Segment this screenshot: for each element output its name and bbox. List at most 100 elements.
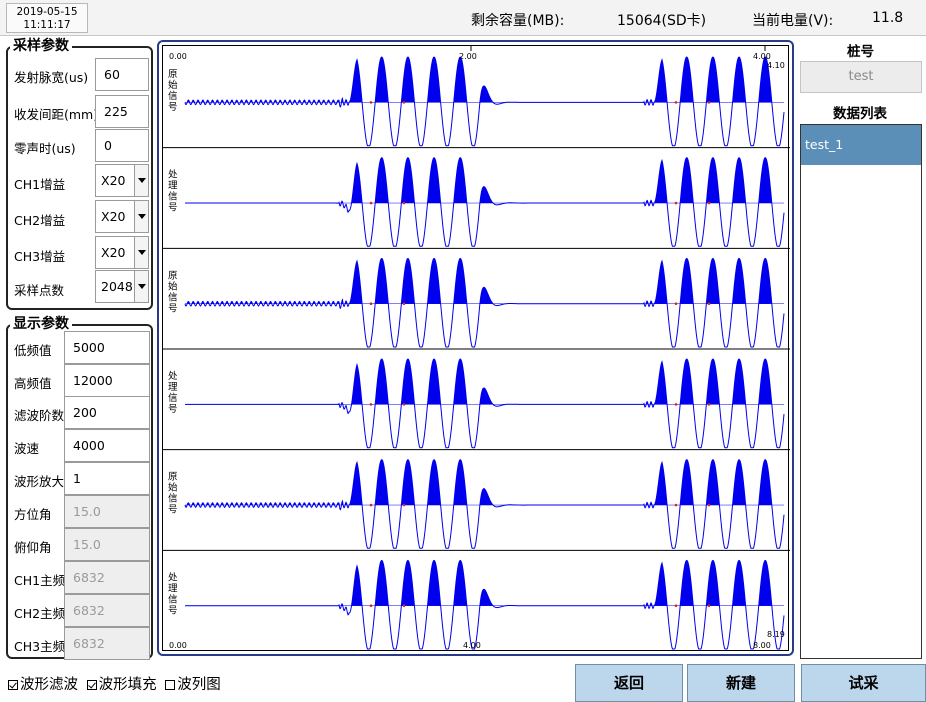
pick-marker: [674, 403, 678, 406]
display-params-title: 显示参数: [10, 317, 72, 337]
azimuth-label: 方位角: [14, 507, 52, 522]
pick-marker: [707, 604, 711, 607]
channel-label-char: 原: [168, 69, 178, 80]
filter-checkbox-label: 波形滤波: [20, 677, 78, 693]
pulse-width-field[interactable]: 60: [95, 58, 149, 91]
low-freq-label: 低频值: [14, 343, 52, 358]
points-select[interactable]: 2048: [95, 270, 149, 303]
pitch-field: 15.0: [64, 528, 150, 561]
channel-label-char: 号: [168, 102, 178, 113]
pick-marker: [402, 101, 406, 104]
wave-speed-label: 波速: [14, 441, 40, 456]
wave-fill: [185, 57, 784, 103]
channel-waveform: [185, 157, 785, 247]
amplify-field[interactable]: 1: [64, 462, 150, 495]
ch1-gain-value: X20: [101, 173, 126, 188]
channel-label-char: 始: [168, 280, 178, 292]
channel-label-char: 理: [168, 181, 178, 192]
ch2-freq-label: CH2主频: [14, 606, 66, 621]
bottom-axis-label-1: 4.00: [463, 641, 481, 650]
channel-label-char: 号: [168, 605, 178, 616]
ch3-gain-value: X20: [101, 245, 126, 260]
bottom-axis-label-0: 0.00: [169, 641, 187, 650]
ch2-gain-value: X20: [101, 209, 126, 224]
channel-waveform: [184, 257, 785, 348]
filter-order-field[interactable]: 200: [64, 396, 150, 429]
channel-label-char: 信: [168, 90, 178, 102]
filter-order-label: 滤波阶数: [14, 408, 65, 423]
filter-checkbox[interactable]: 波形滤波: [8, 677, 78, 693]
pick-marker: [674, 604, 678, 607]
pick-marker: [369, 403, 373, 406]
pile-title: 桩号: [847, 44, 874, 60]
bottom-axis-end-label: 8.19: [767, 630, 785, 639]
data-list[interactable]: test_1: [800, 124, 922, 659]
battery-value: 11.8: [872, 10, 904, 26]
column-checkbox[interactable]: 波列图: [165, 677, 221, 693]
battery-label: 当前电量(V):: [752, 13, 834, 29]
points-label: 采样点数: [14, 283, 65, 298]
checkbox-unchecked-icon: [165, 680, 176, 690]
channel-label-char: 信: [168, 191, 178, 203]
channel-label-char: 号: [168, 203, 178, 214]
wave-fill: [185, 459, 784, 506]
high-freq-label: 高频值: [14, 376, 52, 391]
column-checkbox-label: 波列图: [177, 677, 221, 693]
top-axis-end-label: 4.10: [767, 61, 785, 70]
chevron-down-icon: [134, 271, 148, 302]
channel-label-char: 处: [168, 169, 178, 181]
pick-marker: [369, 503, 373, 507]
points-value: 2048: [101, 279, 133, 294]
pile-field[interactable]: test: [800, 61, 922, 93]
capacity-label: 剩余容量(MB):: [471, 13, 565, 29]
ch1-freq-field: 6832: [64, 561, 150, 594]
low-freq-field[interactable]: 5000: [64, 331, 150, 364]
high-freq-field[interactable]: 12000: [64, 364, 150, 397]
date-text: 2019-05-15: [16, 6, 78, 18]
ch2-gain-select[interactable]: X20: [95, 200, 149, 233]
chevron-down-icon: [134, 201, 148, 232]
pick-marker: [402, 201, 406, 205]
waveform-panel: 原始信号处理信号原始信号处理信号原始信号处理信号 0.00 2.00 4.00 …: [157, 40, 794, 656]
wave-fill: [185, 560, 784, 606]
azimuth-field: 15.0: [64, 495, 150, 528]
spacing-label: 收发间距(mm): [14, 107, 99, 122]
ch3-freq-label: CH3主频: [14, 639, 66, 654]
sampling-params-group: 采样参数: [6, 39, 153, 310]
channel-label-char: 号: [168, 505, 178, 516]
status-bar: 2019-05-15 11:11:17 剩余容量(MB): 15064(SD卡)…: [0, 0, 926, 36]
pick-marker: [674, 101, 678, 104]
wave-speed-field[interactable]: 4000: [64, 429, 150, 462]
new-button[interactable]: 新建: [687, 664, 795, 702]
back-button[interactable]: 返回: [575, 664, 683, 702]
ch3-gain-select[interactable]: X20: [95, 236, 149, 269]
pick-marker: [674, 201, 678, 205]
channel-label-char: 原: [168, 270, 178, 281]
zero-time-label: 零声时(us): [14, 141, 76, 156]
channel-label-char: 处: [168, 370, 178, 382]
time-text: 11:11:17: [23, 19, 71, 31]
pick-marker: [402, 604, 406, 607]
bottom-axis-label-2: 8.00: [753, 641, 771, 650]
ch1-gain-select[interactable]: X20: [95, 164, 149, 197]
pick-marker: [707, 201, 711, 205]
spacing-field[interactable]: 225: [95, 95, 149, 128]
list-item[interactable]: test_1: [801, 125, 921, 165]
channel-label-char: 号: [168, 303, 178, 314]
channel-label-char: 信: [168, 291, 178, 303]
channel-label-char: 理: [168, 583, 178, 594]
pick-marker: [369, 302, 373, 306]
channel-label-char: 理: [168, 382, 178, 393]
wave-fill: [185, 157, 784, 204]
trial-button[interactable]: 试采: [801, 664, 926, 702]
fill-checkbox[interactable]: 波形填充: [86, 677, 157, 693]
ch1-freq-label: CH1主频: [14, 573, 66, 588]
ch3-freq-field: 6832: [64, 627, 150, 660]
waveform-area[interactable]: 原始信号处理信号原始信号处理信号原始信号处理信号 0.00 2.00 4.00 …: [162, 45, 790, 651]
channel-label-char: 始: [168, 79, 178, 91]
pitch-label: 俯仰角: [14, 540, 52, 555]
zero-time-field[interactable]: 0: [95, 129, 149, 162]
pick-marker: [369, 604, 373, 607]
wave-fill: [185, 258, 784, 304]
